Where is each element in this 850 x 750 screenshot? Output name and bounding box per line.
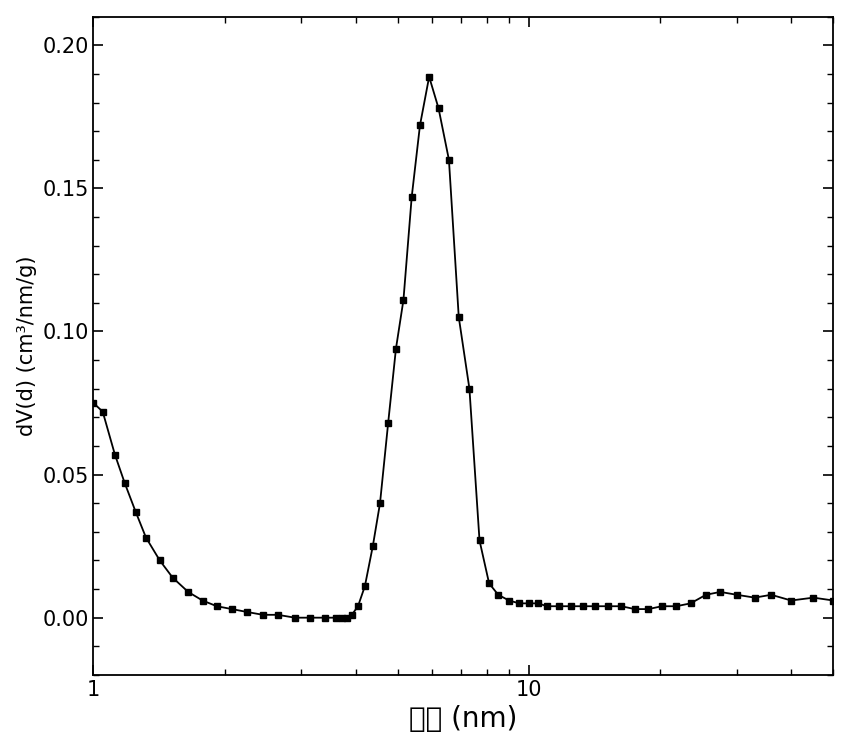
X-axis label: 孔径 (nm): 孔径 (nm) — [409, 705, 518, 734]
Y-axis label: dV(d) (cm³/nm/g): dV(d) (cm³/nm/g) — [17, 256, 37, 436]
